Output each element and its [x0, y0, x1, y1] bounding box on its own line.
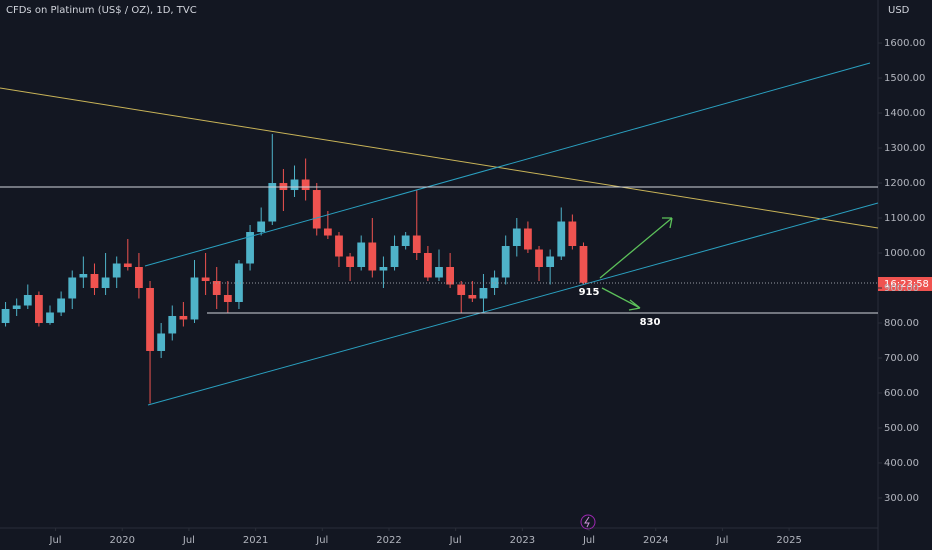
x-tick-label: Jul: [449, 535, 462, 546]
candle-body: [368, 242, 377, 271]
candle-body: [535, 249, 543, 267]
candle-body: [257, 221, 266, 233]
candle-body: [112, 263, 121, 278]
x-tick-label: 2022: [376, 535, 401, 546]
x-tick-label: 2021: [243, 535, 268, 546]
candle-body: [57, 298, 66, 313]
candle-body: [135, 266, 143, 288]
candle-body: [579, 246, 588, 283]
candle-body: [290, 179, 299, 191]
candle-body: [90, 273, 99, 288]
x-tick-label: 2024: [643, 535, 668, 546]
y-tick-label: 1100.00: [884, 213, 925, 224]
candle-body: [146, 287, 154, 351]
events-icon[interactable]: [580, 514, 596, 530]
candle-body: [346, 256, 354, 267]
candle-body: [457, 284, 466, 295]
candle-body: [268, 183, 277, 222]
events-icon: [584, 516, 590, 528]
y-tick-label: 1600.00: [884, 38, 925, 49]
x-tick-label: Jul: [715, 535, 728, 546]
y-tick-label: 300.00: [884, 493, 919, 504]
x-tick-label: 2020: [110, 535, 135, 546]
y-tick-label: 400.00: [884, 458, 919, 469]
candle-body: [190, 277, 199, 320]
candle-body: [557, 221, 566, 257]
chart-title: CFDs on Platinum (US$ / OZ), 1D, TVC: [6, 5, 197, 16]
candle-body: [490, 277, 499, 288]
price-tag: [878, 277, 932, 291]
y-axis-label: USD: [888, 5, 910, 16]
candle-body: [101, 277, 110, 288]
y-tick-label: 1000.00: [884, 248, 925, 259]
y-tick-label: 700.00: [884, 353, 919, 364]
arrow: [601, 287, 641, 311]
candle-body: [401, 235, 410, 247]
candle-body: [512, 228, 521, 247]
candle-body: [390, 246, 399, 267]
candle-body: [23, 294, 32, 306]
y-tick-label: 1400.00: [884, 108, 925, 119]
candle-body: [68, 277, 77, 299]
candle-body: [223, 294, 232, 302]
candle-body: [335, 235, 343, 257]
candle-body: [568, 221, 577, 247]
y-tick-label: 1200.00: [884, 178, 925, 189]
candle-body: [412, 235, 421, 254]
candle-body: [323, 228, 332, 236]
candle-body: [201, 277, 210, 281]
y-tick-label: 900.00: [884, 283, 919, 294]
y-tick-label: 800.00: [884, 318, 919, 329]
annotation: 915: [579, 287, 600, 298]
candle-body: [212, 280, 221, 295]
candle-body: [35, 294, 43, 323]
candle-body: [179, 315, 188, 320]
x-tick-label: 2023: [510, 535, 535, 546]
candle-body: [46, 312, 54, 323]
candle-body: [524, 228, 532, 250]
candle-body: [12, 305, 21, 309]
candle-body: [123, 263, 132, 267]
x-tick-label: Jul: [182, 535, 195, 546]
candles: [1, 134, 588, 404]
candle-body: [301, 179, 310, 191]
candle-body: [446, 266, 455, 285]
candle-body: [546, 256, 555, 267]
countdown: 16:23:58: [884, 279, 929, 290]
y-tick-label: 500.00: [884, 423, 919, 434]
candle-body: [246, 232, 254, 264]
candle-body: [379, 266, 388, 271]
arrow: [599, 217, 673, 279]
x-tick-label: 2025: [776, 535, 801, 546]
x-tick-label: Jul: [582, 535, 595, 546]
candle-body: [168, 315, 177, 334]
candle-body: [501, 246, 510, 278]
candle-body: [235, 263, 243, 302]
candle-body: [468, 294, 477, 299]
x-tick-label: Jul: [49, 535, 62, 546]
y-tick-label: 1500.00: [884, 73, 925, 84]
channel-line: [147, 202, 879, 406]
candle-body: [312, 190, 321, 229]
candle-body: [357, 242, 366, 267]
channel-line: [144, 62, 871, 267]
x-tick-label: Jul: [315, 535, 328, 546]
candle-body: [1, 308, 10, 323]
candle-body: [479, 287, 488, 299]
y-tick-label: 1300.00: [884, 143, 925, 154]
candle-body: [423, 253, 432, 278]
y-tick-label: 600.00: [884, 388, 919, 399]
candle-body: [79, 273, 88, 278]
annotation: 830: [640, 317, 661, 328]
candle-body: [157, 333, 166, 351]
trend-line: [0, 87, 879, 229]
candle-body: [435, 266, 443, 278]
